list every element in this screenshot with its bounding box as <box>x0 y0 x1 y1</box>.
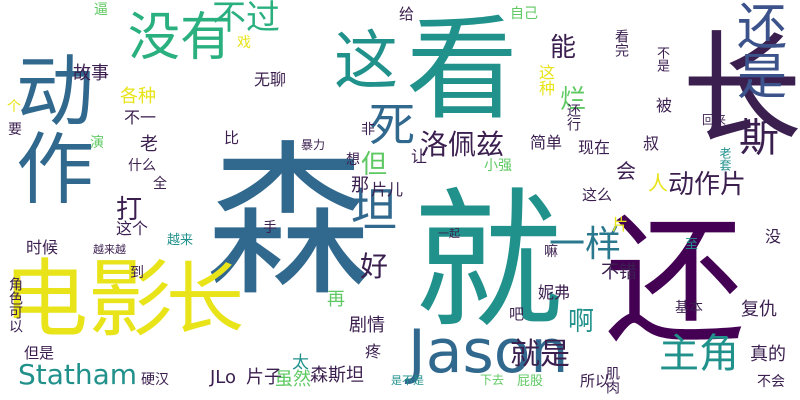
word-cloud-term: 回来 <box>702 113 727 127</box>
word-cloud-term: 小强 <box>484 158 512 174</box>
word-cloud-term: 自己 <box>510 6 538 22</box>
word-cloud-term: 主角 <box>659 331 739 377</box>
word-cloud-term: 就是 <box>510 337 570 372</box>
word-cloud-term: 就 <box>413 175 564 349</box>
word-cloud-term: 还 <box>605 201 746 364</box>
word-cloud-term: 被 <box>656 96 673 115</box>
word-cloud-term: 疼 <box>365 342 382 361</box>
word-cloud-term: 烂 <box>560 85 587 115</box>
word-cloud-term: 人 <box>648 171 668 195</box>
word-cloud-term: 没有 <box>128 8 233 68</box>
word-cloud-term: 故事 <box>73 63 109 84</box>
word-cloud-term: 看完 <box>613 29 629 57</box>
word-cloud-term: 个 <box>7 99 21 115</box>
word-cloud-term: 这种 <box>536 64 555 96</box>
word-cloud-term: 越来 <box>167 233 194 248</box>
word-cloud-term: 基本 <box>675 300 703 316</box>
word-cloud-term: 什么 <box>128 158 156 174</box>
word-cloud-term: 会 <box>616 159 636 183</box>
word-cloud-term: JLo <box>210 367 237 388</box>
word-cloud-term: 这么 <box>582 186 613 204</box>
word-cloud-term: 片儿 <box>371 180 404 199</box>
word-cloud-term: 至 <box>682 237 697 250</box>
word-cloud-term: 全 <box>153 176 167 192</box>
word-cloud-term: 老套 <box>718 147 732 171</box>
word-cloud-term: 屁股 <box>517 374 544 389</box>
word-cloud-term: 不是 <box>654 46 669 72</box>
word-cloud-term: 不会 <box>757 374 785 390</box>
word-cloud-term: 妮弗 <box>538 283 571 302</box>
word-cloud-term: 还是 <box>729 0 787 100</box>
word-cloud-term: 虽然 <box>275 369 311 390</box>
word-cloud-term: Statham <box>18 358 138 391</box>
word-cloud-term: 电影 <box>3 251 174 350</box>
word-cloud-term: 现在 <box>578 138 611 157</box>
word-cloud-term: 但是 <box>24 344 55 362</box>
word-cloud-term: 这个 <box>116 219 149 238</box>
word-cloud-term: 一起 <box>438 227 460 240</box>
word-cloud-term: 时候 <box>26 238 59 257</box>
word-cloud-term: 非 <box>361 122 375 138</box>
word-cloud-term: 再 <box>327 289 345 310</box>
word-cloud-term: 简单 <box>530 133 563 152</box>
word-cloud-term: 角色可以 <box>7 277 23 333</box>
word-cloud-term: 长 <box>166 255 245 345</box>
word-cloud-term: 但 <box>361 150 388 180</box>
word-cloud-term: 肌肉 <box>604 366 620 394</box>
word-cloud-term: 真的 <box>750 344 786 365</box>
word-cloud-term: 叔 <box>643 134 660 153</box>
word-cloud-term: 能 <box>550 33 577 63</box>
word-cloud-term: 想 <box>346 152 360 168</box>
word-cloud-term: 无聊 <box>254 70 287 89</box>
word-cloud-term: 到 <box>130 265 144 281</box>
word-cloud-term: 戏 <box>237 35 251 51</box>
word-cloud-term: Jason <box>408 317 569 387</box>
word-cloud-term: 给 <box>399 5 415 23</box>
word-cloud-term: 坦 <box>351 183 397 237</box>
word-cloud-term: 暴力 <box>301 138 326 152</box>
word-cloud-term: 斯 <box>739 115 779 161</box>
word-cloud-term: 是不是 <box>391 374 424 387</box>
word-cloud-term: 各种 <box>120 86 156 107</box>
word-cloud-term: 越来越 <box>93 243 126 256</box>
word-cloud-term: 比 <box>222 130 240 145</box>
word-cloud-term: 还行 <box>565 103 581 131</box>
word-cloud-term: 下去 <box>480 373 505 387</box>
word-cloud-term: 剧情 <box>349 315 385 336</box>
word-cloud-term: 让 <box>411 147 428 166</box>
word-cloud-term: 片 <box>612 215 629 234</box>
word-cloud-term: 动作片 <box>668 170 747 200</box>
word-cloud-term: 死 <box>369 98 415 152</box>
word-cloud-term: 动作 <box>3 50 93 206</box>
word-cloud-term: 老 <box>140 134 158 155</box>
word-cloud-term: 不过 <box>212 0 280 38</box>
word-cloud-term: 不一 <box>124 108 157 127</box>
word-cloud-term: 这 <box>334 25 398 99</box>
word-cloud-term: 没 <box>765 227 782 246</box>
word-cloud-term: 啊 <box>568 307 595 337</box>
word-cloud-term: 嘛 <box>544 244 558 260</box>
word-cloud-term: 吧 <box>509 305 525 323</box>
word-cloud-term: 片子 <box>246 367 282 388</box>
word-cloud-term: 那 <box>351 175 369 196</box>
word-cloud-term: 一样 <box>549 224 622 265</box>
word-cloud-term: 长 <box>661 25 800 145</box>
word-cloud-term: 森斯坦 <box>310 365 364 386</box>
word-cloud-term: 不错 <box>601 262 637 283</box>
word-cloud-term: 打 <box>116 195 143 225</box>
word-cloud-term: 森 <box>206 126 371 318</box>
word-cloud-term: 逼 <box>94 2 108 18</box>
word-cloud-term: 太 <box>292 353 309 373</box>
word-cloud-term: 洛佩兹 <box>420 128 505 161</box>
word-cloud-term: 好 <box>360 250 389 283</box>
word-cloud-term: 看 <box>406 5 518 135</box>
word-cloud-term: 复仇 <box>741 299 777 320</box>
word-cloud-term: 要 <box>8 122 22 138</box>
word-cloud-term: 硬汉 <box>141 372 169 388</box>
word-cloud-term: 演 <box>90 135 104 151</box>
word-cloud-term: 手 <box>263 220 277 236</box>
word-cloud-term: 所以 <box>580 372 611 390</box>
